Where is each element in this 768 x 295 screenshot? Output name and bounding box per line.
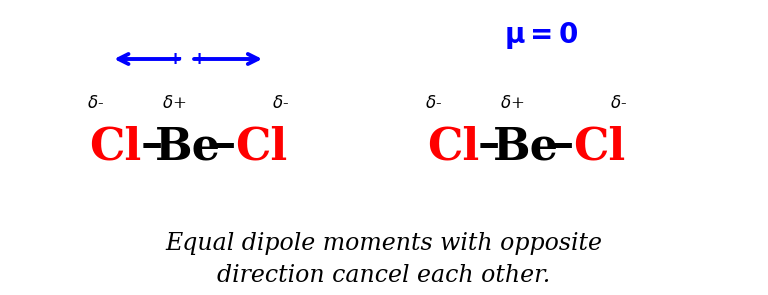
Text: Equal dipole moments with opposite: Equal dipole moments with opposite xyxy=(165,232,603,255)
Text: +: + xyxy=(167,50,182,68)
Text: Be: Be xyxy=(155,126,221,169)
Text: –: – xyxy=(478,123,500,166)
Text: Cl: Cl xyxy=(573,126,625,169)
Text: +: + xyxy=(191,50,207,68)
Text: direction cancel each other.: direction cancel each other. xyxy=(217,264,551,287)
Text: $\delta$-: $\delta$- xyxy=(272,95,289,112)
Text: Cl: Cl xyxy=(427,126,479,169)
Text: $\mathbf{\mu = 0}$: $\mathbf{\mu = 0}$ xyxy=(505,20,578,51)
Text: $\delta$-: $\delta$- xyxy=(425,95,442,112)
Text: $\delta$-: $\delta$- xyxy=(88,95,104,112)
Text: $\delta$+: $\delta$+ xyxy=(162,95,187,112)
Text: Cl: Cl xyxy=(235,126,287,169)
Text: –: – xyxy=(214,123,236,166)
Text: $\delta$-: $\delta$- xyxy=(610,95,627,112)
Text: –: – xyxy=(141,123,162,166)
Text: Be: Be xyxy=(493,126,559,169)
Text: $\delta$+: $\delta$+ xyxy=(500,95,525,112)
Text: Cl: Cl xyxy=(89,126,141,169)
Text: –: – xyxy=(552,123,574,166)
